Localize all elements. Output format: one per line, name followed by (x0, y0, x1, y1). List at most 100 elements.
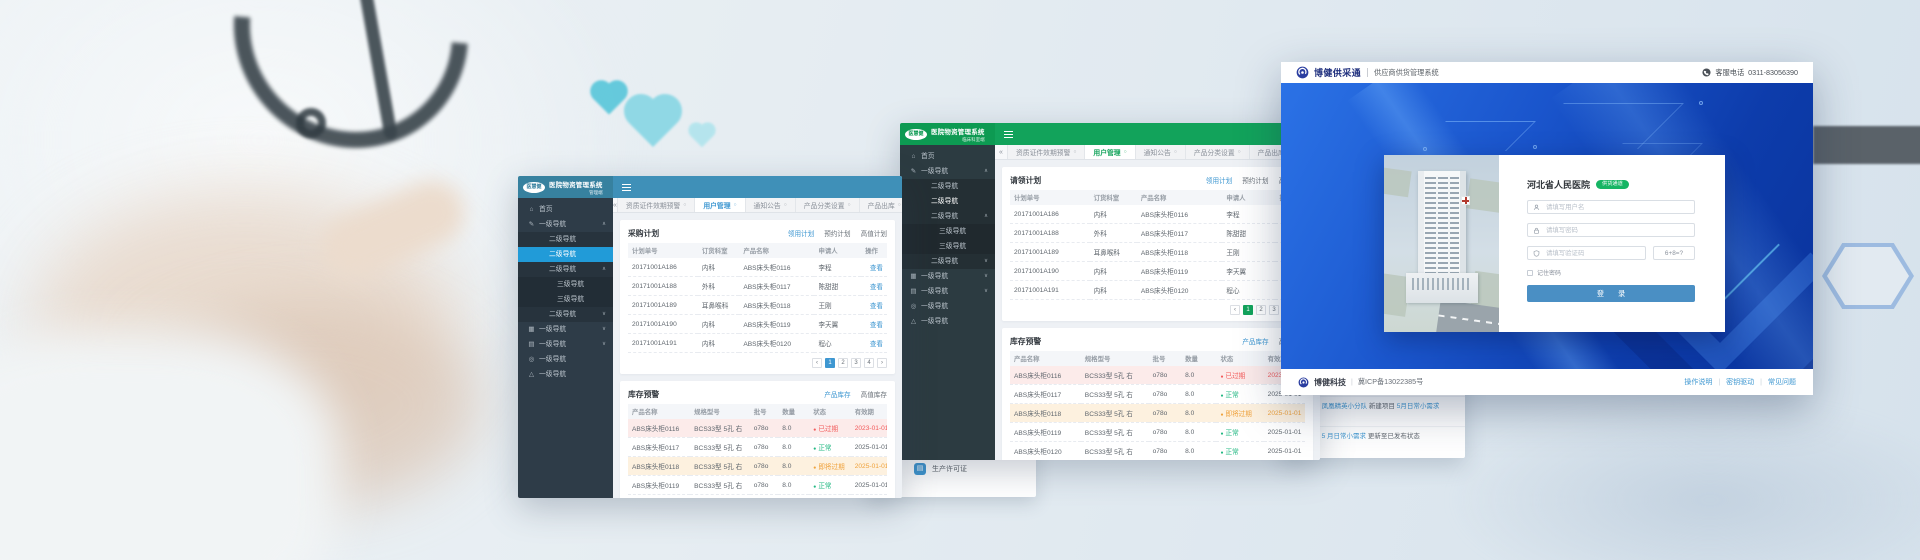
page-tab[interactable]: 用户管理 ○ (1085, 145, 1136, 159)
table-row[interactable]: ABS床头柜0118 BCS33型 5孔 右 o78o 8.0 ● 即将过期 2025-… (1010, 403, 1305, 423)
page-number-button[interactable]: 3 (851, 358, 861, 368)
view-link[interactable]: 查看 (869, 265, 883, 272)
tab-close-icon[interactable]: ○ (1073, 149, 1077, 155)
tab-close-icon[interactable]: ○ (783, 202, 787, 208)
sidebar-item[interactable]: 二级导航 (518, 307, 613, 322)
sidebar-item[interactable]: 一级导航 (518, 367, 613, 382)
sidebar-item[interactable]: 一级导航 (900, 314, 995, 329)
page-tab[interactable]: 产品出库○ (859, 198, 902, 212)
page-number-button[interactable]: 3 (1269, 305, 1279, 315)
sidebar-item[interactable]: 三级导航 (518, 292, 613, 307)
tab-close-icon[interactable]: ○ (683, 202, 687, 208)
tab-close-icon[interactable]: ○ (1237, 149, 1241, 155)
feed-link[interactable]: 5月日常小需求 (1396, 403, 1440, 410)
plan-filter-link[interactable]: 预约计划 (1242, 178, 1269, 185)
username-input[interactable] (1544, 202, 1689, 212)
sidebar-item[interactable]: 一级导航 (900, 164, 995, 179)
sidebar-item[interactable]: 二级导航 (900, 194, 995, 209)
plan-filter-link[interactable]: 领用计划 (787, 231, 815, 238)
page-number-button[interactable]: 2 (838, 358, 848, 368)
checkbox-icon[interactable] (1527, 269, 1533, 276)
login-button[interactable]: 登 录 (1527, 285, 1695, 302)
list-item[interactable]: ▤ 生产许可证 (868, 441, 1036, 475)
sidebar-item[interactable]: 一级导航 (518, 217, 613, 232)
hamburger-menu-icon[interactable] (622, 183, 631, 191)
page-number-button[interactable]: 4 (864, 358, 874, 368)
page-tab[interactable]: 产品分类设置 ○ (795, 198, 860, 212)
footer-link[interactable]: 操作说明 (1684, 379, 1713, 386)
page-number-button[interactable]: 1 (825, 358, 835, 368)
table-row[interactable]: ABS床头柜0119 BCS33型 5孔 右 o78o 8.0 ● 正常 2025-01… (628, 475, 887, 495)
password-input[interactable] (1544, 225, 1689, 235)
page-number-button[interactable]: 1 (1243, 305, 1253, 315)
plan-filter-link[interactable]: 预约计划 (824, 231, 851, 238)
view-link[interactable]: 查看 (869, 322, 883, 329)
sidebar-item[interactable]: 二级导航 (900, 209, 995, 224)
sidebar-item[interactable]: 二级导航 (900, 254, 995, 269)
footer-link[interactable]: 密钥驱动 (1726, 379, 1755, 386)
password-field[interactable] (1527, 223, 1695, 237)
footer-link[interactable]: 常见问题 (1768, 379, 1796, 386)
plan-filter-link[interactable]: 高值计划 (860, 231, 887, 238)
tab-close-icon[interactable]: ○ (1173, 149, 1177, 155)
feed-link[interactable]: 凤凰精英小分队 (1321, 403, 1368, 410)
tab-close-icon[interactable]: ○ (1123, 149, 1127, 155)
sidebar-item[interactable]: 二级导航 (518, 247, 613, 262)
page-tab[interactable]: 产品分类设置 ○ (1185, 145, 1250, 159)
sidebar-item[interactable]: 二级导航 (900, 179, 995, 194)
remember-password-option[interactable]: 记住密码 (1527, 268, 1695, 277)
sidebar-item[interactable]: 一级导航 (518, 352, 613, 367)
tab-close-icon[interactable]: ○ (847, 202, 851, 208)
captcha-challenge[interactable]: 6+8=? (1653, 246, 1695, 260)
table-row[interactable]: ABS床头柜0119 BCS33型 5孔 右 o78o 8.0 ● 正常 2025-01… (1010, 422, 1305, 442)
captcha-field[interactable] (1527, 246, 1646, 260)
hamburger-menu-icon[interactable] (1004, 130, 1013, 138)
plan-filter-link[interactable]: 领用计划 (1205, 178, 1233, 185)
username-field[interactable] (1527, 200, 1695, 214)
next-page-button[interactable]: › (877, 358, 887, 368)
table-row[interactable]: ABS床头柜0118 BCS33型 5孔 右 o78o 8.0 ● 即将过期 2025-… (628, 456, 887, 476)
stock-filter-link[interactable]: 产品库存 (1242, 339, 1269, 346)
stock-filter-link[interactable]: 高值库存 (860, 392, 887, 399)
sidebar-item[interactable]: 一级导航 (518, 322, 613, 337)
page-number-button[interactable]: 2 (1256, 305, 1266, 315)
prev-page-button[interactable]: ‹ (1230, 305, 1240, 315)
sidebar-item[interactable]: 一级导航 (518, 337, 613, 352)
captcha-input[interactable] (1544, 248, 1640, 258)
page-tab[interactable]: 资质证件效期预警 ○ (617, 198, 696, 212)
sidebar-item[interactable]: 首页 (518, 202, 613, 217)
stock-filter-link[interactable]: 产品库存 (824, 392, 851, 399)
collapse-tabs-icon[interactable]: « (995, 145, 1008, 159)
view-link[interactable]: 查看 (869, 341, 883, 348)
page-tab[interactable]: 通知公告 ○ (1135, 145, 1186, 159)
icp-number[interactable]: 冀ICP备13022385号 (1357, 377, 1424, 386)
view-link[interactable]: 查看 (869, 303, 883, 310)
sidebar-item[interactable]: 二级导航 (518, 262, 613, 277)
sidebar-item[interactable]: 一级导航 (900, 269, 995, 284)
sidebar-item[interactable]: 一级导航 (900, 284, 995, 299)
page-tab[interactable]: 通知公告 ○ (745, 198, 796, 212)
tab-close-icon[interactable]: ○ (733, 202, 737, 208)
feed-link[interactable]: 5 月日常小需求 (1321, 433, 1367, 441)
view-link[interactable]: 查看 (869, 284, 883, 291)
sidebar-item[interactable]: 二级导航 (518, 232, 613, 247)
prev-page-button[interactable]: ‹ (812, 358, 822, 368)
sidebar-item[interactable]: 首页 (900, 149, 995, 164)
sidebar-item[interactable]: 三级导航 (900, 239, 995, 254)
tab-close-icon[interactable]: ○ (897, 202, 901, 208)
